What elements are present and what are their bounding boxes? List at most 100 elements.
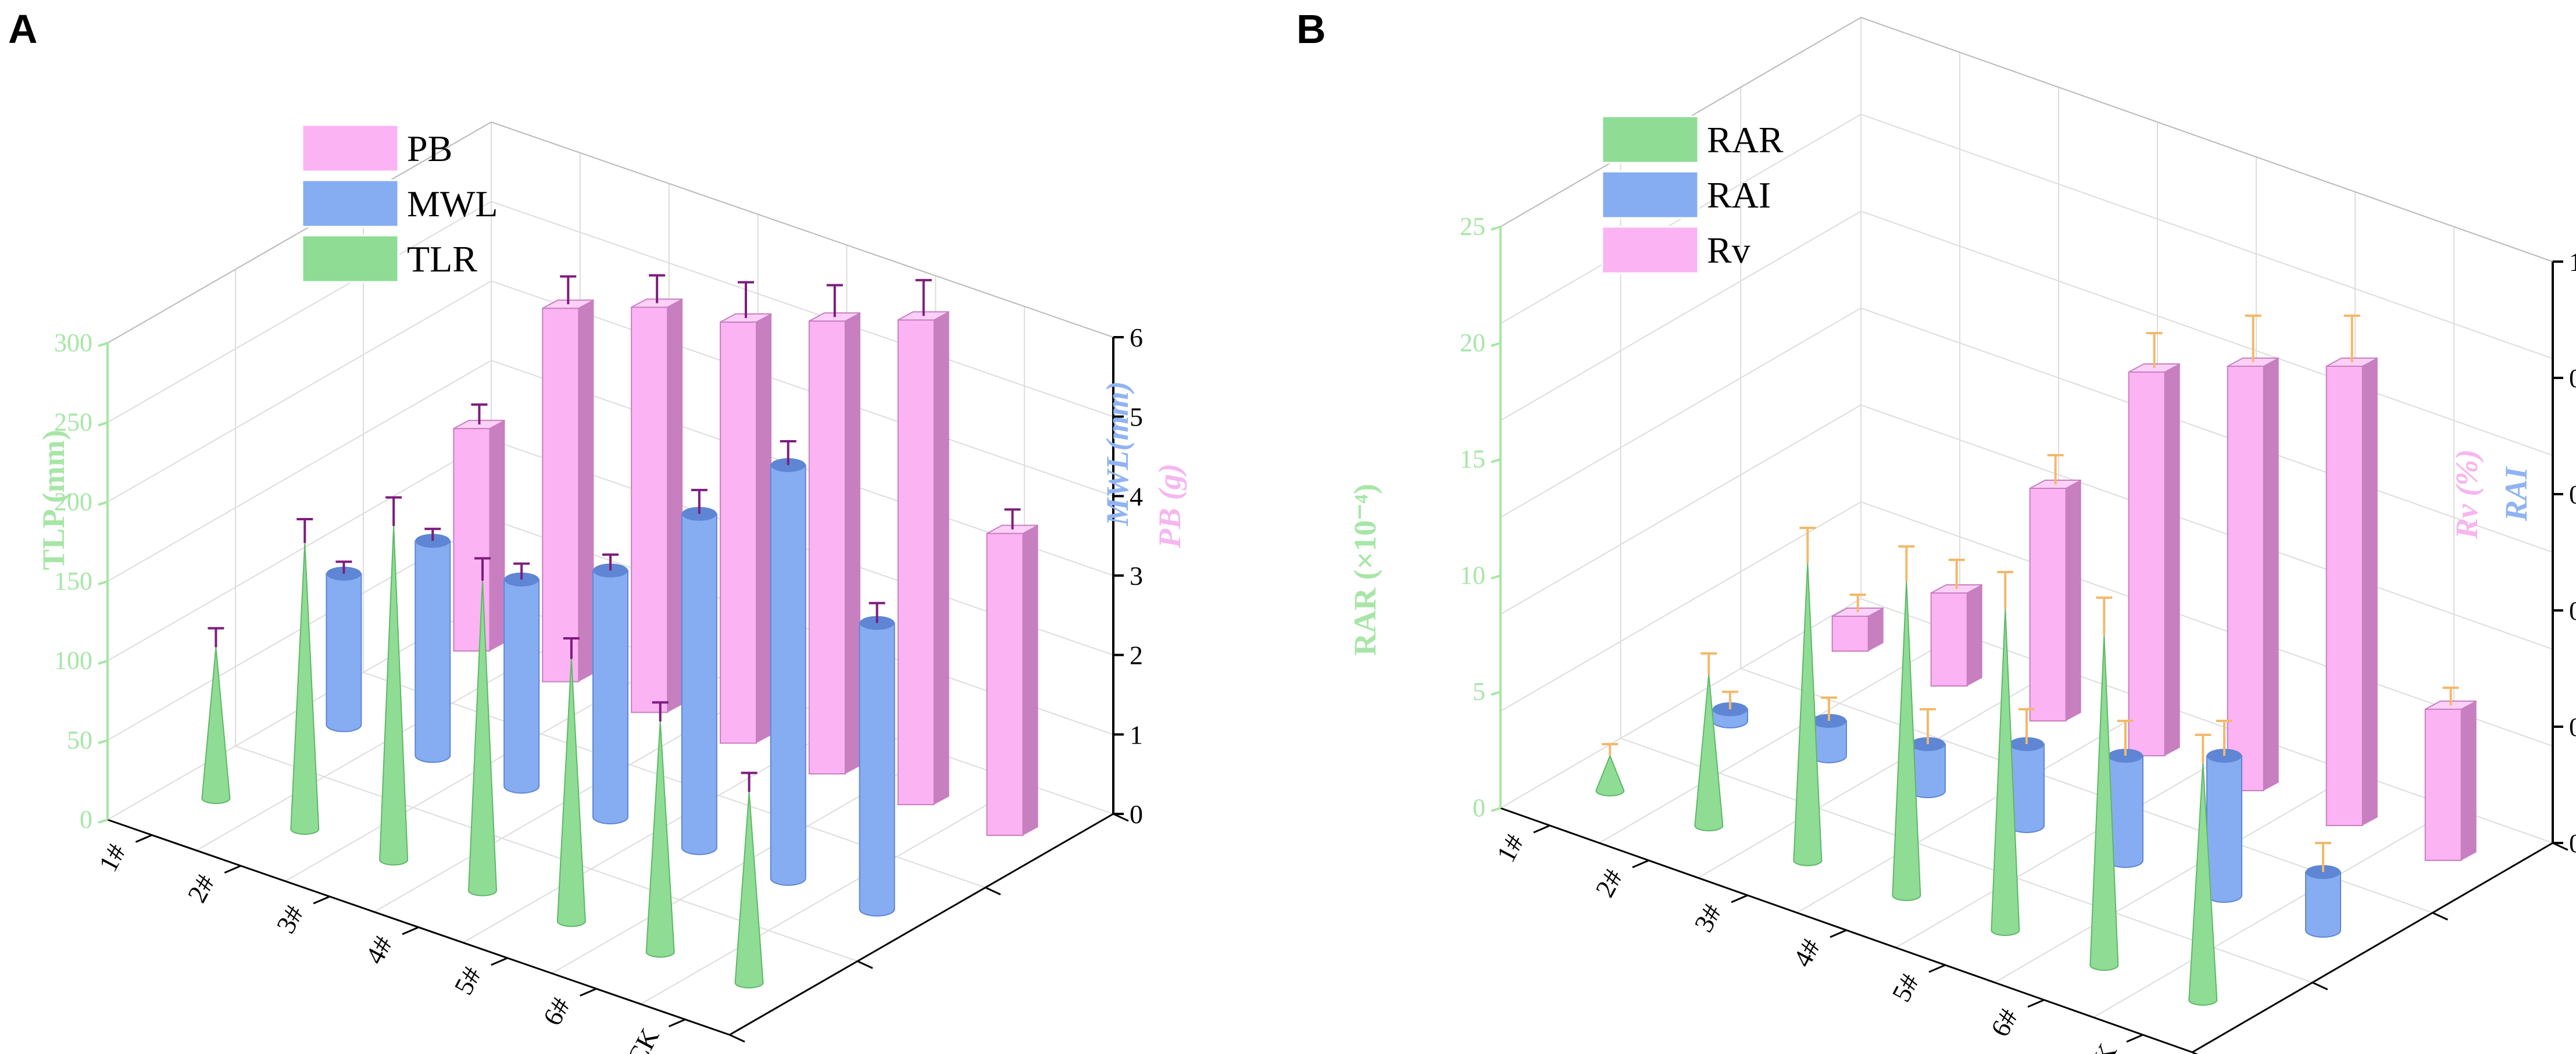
bar-pb [631, 274, 683, 713]
legend: PB MWL TLR [301, 124, 498, 283]
cone-rar [1892, 545, 1921, 901]
gridline [1860, 404, 2553, 650]
cylinder-rai [1712, 691, 1748, 728]
cylinder-body [859, 622, 895, 917]
left-axis-tick [1491, 458, 1501, 463]
left-axis-label: RAR (×10⁻⁴) [1348, 484, 1382, 656]
category-tick-label: 6# [537, 992, 576, 1030]
left-axis: 0 5 10 15 20 25 RAR (×10⁻⁴) [1348, 212, 1502, 822]
legend-label: PB [407, 128, 452, 169]
panel-label: B [1296, 6, 1326, 52]
cone-tlr [379, 496, 409, 866]
left-axis-tick-label: 100 [54, 646, 92, 675]
bar-front [1930, 592, 1968, 687]
cone-rar [2188, 734, 2218, 1006]
gridline [1698, 668, 2059, 878]
cylinder-mwl [859, 602, 895, 917]
cylinder-body [326, 573, 362, 733]
category-tick-label: 1# [1491, 830, 1530, 867]
gridline [235, 745, 858, 962]
cylinder-mwl [503, 562, 540, 794]
bar-front [808, 320, 846, 775]
cone-rar [1991, 571, 2020, 936]
cone-tlr [734, 771, 764, 989]
category-tick [1928, 964, 1946, 973]
gridline [1895, 738, 2257, 948]
category-tick-label: 5# [448, 962, 487, 1000]
depth-axis-line [2192, 842, 2553, 1053]
bar-rv [2325, 315, 2378, 826]
category-tick-label: 6# [1985, 1004, 2024, 1042]
right-axis-tick-label: 3 [1130, 561, 1143, 591]
left-axis-tick-label: 300 [54, 328, 92, 357]
bar-rv [1930, 559, 1983, 687]
bar-top [542, 299, 594, 309]
bar-top [898, 311, 950, 321]
left-axis-tick-label: 5 [1473, 677, 1485, 706]
category-tick [580, 988, 597, 997]
left-axis-tick-label: 250 [54, 408, 92, 437]
right-axis-tick-label: 6 [1130, 323, 1143, 352]
left-axis-tick [98, 659, 108, 665]
left-axis-tick-label: 0 [1473, 794, 1485, 822]
gridline [1500, 404, 1862, 615]
category-tick [491, 957, 508, 966]
panel-b: 1#2#3#4#5#6#CK0510152025RAR (×10⁻⁴)0.00.… [1288, 0, 2576, 1054]
bar-side [578, 300, 594, 682]
cone-body [734, 792, 764, 989]
depth-tick [2192, 1051, 2199, 1054]
bar-side [2164, 364, 2180, 756]
gridline [1860, 308, 2553, 553]
bar-side [2461, 701, 2477, 860]
legend-swatch [301, 234, 399, 283]
cylinder-mwl [770, 440, 806, 886]
left-axis-tick [98, 739, 108, 745]
bar-front [720, 321, 757, 744]
gridline [107, 201, 492, 423]
category-tick-label: 4# [1787, 934, 1826, 972]
category-tick [2126, 1034, 2143, 1043]
cylinder-mwl [326, 560, 362, 733]
gridline [491, 280, 1114, 497]
cylinder-mwl [681, 488, 717, 855]
bar-rv [2029, 454, 2082, 721]
bar-pb [720, 281, 772, 744]
legend-label: TLR [407, 238, 477, 280]
gridline [1860, 210, 2553, 456]
cylinder-body [503, 578, 540, 794]
right-axis-tick-label: 5 [1130, 402, 1143, 432]
category-tick-label: CK [2079, 1039, 2123, 1054]
cone-tlr [201, 627, 231, 805]
cone-tlr [645, 701, 675, 958]
panel-a: 1# 2# 3# 4# 5# 6# CK 0 50 100 150 200 250 300 TLP (mm)… [8, 6, 1187, 1054]
gridline [1860, 17, 2553, 262]
left-axis-tick [1491, 691, 1501, 696]
bar-top [453, 420, 505, 430]
right-axis: 0 1 2 3 4 5 6 MWL(mm) PB (g) [1100, 323, 1187, 829]
cone-body [1892, 581, 1921, 901]
series-rar [1595, 527, 2218, 1006]
gridline [2093, 808, 2454, 1018]
bar-front [2227, 366, 2264, 791]
right-axis-tick-label: 4 [1130, 481, 1143, 511]
bar-side [2263, 358, 2279, 791]
bar-side [2066, 480, 2081, 721]
cone-body [1694, 674, 1724, 831]
category-tick-label: 4# [359, 931, 398, 969]
series-pb [453, 274, 1039, 836]
cylinder-body [2206, 755, 2242, 903]
gridline [1860, 113, 2553, 359]
right-axis-tick-label: 0 [1130, 799, 1143, 829]
series-mwl [326, 440, 895, 917]
depth-tick [985, 887, 1001, 896]
category-tick [668, 1019, 686, 1027]
cone-rar [1694, 652, 1724, 831]
bar-front [631, 306, 669, 713]
left-axis: 0 50 100 150 200 250 300 TLP (mm) [36, 328, 109, 834]
cone-body [2089, 634, 2119, 971]
bar-side [2362, 358, 2378, 826]
depth-tick [2432, 912, 2448, 921]
left-axis-tick [98, 819, 108, 824]
left-axis-tick [1491, 342, 1501, 347]
